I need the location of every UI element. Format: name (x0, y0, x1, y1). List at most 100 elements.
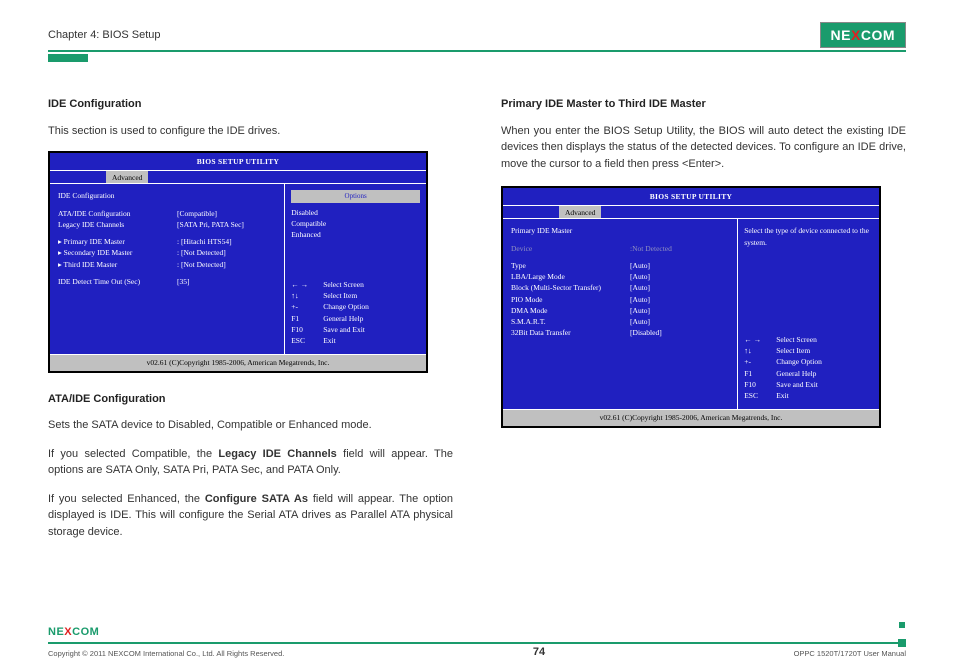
primary-ide-desc: When you enter the BIOS Setup Utility, t… (501, 123, 906, 173)
text: If you selected Enhanced, the (48, 493, 205, 505)
help-text: Select Screen (323, 279, 364, 290)
tab-mark (48, 54, 88, 62)
bios-row-label: Block (Multi-Sector Transfer) (511, 282, 630, 293)
help-key: ← → (291, 279, 317, 290)
bios-help: ← → Select Screen ↑↓ Select Item +- Change … (738, 328, 879, 410)
bios-row-label: DMA Mode (511, 305, 630, 316)
bios-row-value: [Auto] (630, 316, 729, 327)
bios-row-label: ATA/IDE Configuration (58, 208, 177, 219)
logo-text-right: COM (72, 626, 99, 638)
right-column: Primary IDE Master to Third IDE Master W… (501, 96, 906, 552)
bios-row-value: [35] (177, 276, 276, 287)
copyright: Copyright © 2011 NEXCOM International Co… (48, 649, 284, 658)
help-key: ↑↓ (291, 290, 317, 301)
chapter-label: Chapter 4: BIOS Setup (48, 29, 161, 41)
help-text: General Help (776, 368, 816, 379)
help-text: Change Option (776, 356, 822, 367)
bios-row-label: IDE Detect Time Out (Sec) (58, 276, 177, 287)
bios-row-value: [Auto] (630, 271, 729, 282)
bios-row-value: [Disabled] (630, 327, 729, 338)
bios-row-value: : [Hitachi HTS54] (177, 236, 276, 247)
bios-row-value: [Compatible] (177, 208, 276, 219)
help-text: Exit (323, 335, 336, 346)
bios-row-value: [Auto] (630, 305, 729, 316)
logo-text-left: NE (48, 626, 64, 638)
help-key: F1 (291, 313, 317, 324)
page-footer: NEXCOM Copyright © 2011 NEXCOM Internati… (48, 626, 906, 658)
bios-row-value: : [Not Detected] (177, 259, 276, 270)
help-text: Select Screen (776, 334, 817, 345)
bios-left-panel: Primary IDE Master Device:Not Detected T… (503, 219, 738, 409)
bios-tabs: Advanced (50, 170, 426, 184)
help-text: General Help (323, 313, 363, 324)
help-key: ESC (744, 390, 770, 401)
help-text: Select Item (323, 290, 357, 301)
bios-row-label: ▸ Primary IDE Master (58, 236, 177, 247)
bios-row-value: [SATA Pri, PATA Sec] (177, 219, 276, 230)
footer-logo: NEXCOM (48, 626, 906, 638)
help-key: F10 (291, 324, 317, 335)
bios-footer: v02.61 (C)Copyright 1985-2006, American … (50, 354, 426, 370)
bios-row-label: ▸ Third IDE Master (58, 259, 177, 270)
bios-row-label: PIO Mode (511, 294, 630, 305)
bios-left-panel: IDE Configuration ATA/IDE Configuration[… (50, 184, 285, 354)
logo-x: X (64, 626, 72, 638)
bios-footer: v02.61 (C)Copyright 1985-2006, American … (503, 409, 879, 425)
bios-option: Enhanced (291, 229, 420, 240)
bios-row-value: [Auto] (630, 294, 729, 305)
bios-row-label: LBA/Large Mode (511, 271, 630, 282)
bios-row-label: 32Bit Data Transfer (511, 327, 630, 338)
bios-help-text: Select the type of device connected to t… (738, 219, 879, 254)
primary-ide-heading: Primary IDE Master to Third IDE Master (501, 96, 906, 113)
help-text: Exit (776, 390, 789, 401)
ide-config-desc: This section is used to configure the ID… (48, 123, 453, 140)
bios-option: Compatible (291, 218, 420, 229)
help-key: ↑↓ (744, 345, 770, 356)
logo-text-left: NE (831, 27, 851, 43)
bios-row-label: Legacy IDE Channels (58, 219, 177, 230)
logo-x: X (851, 27, 861, 43)
ide-config-heading: IDE Configuration (48, 96, 453, 113)
text: If you selected Compatible, the (48, 448, 218, 460)
bios-device-label: Device (511, 243, 630, 254)
logo: NEXCOM (820, 22, 906, 48)
bios-title: BIOS SETUP UTILITY (50, 153, 426, 170)
page-number: 74 (533, 646, 545, 658)
help-key: +- (744, 356, 770, 367)
bios-section: IDE Configuration (58, 190, 276, 201)
bios-screen-primary: BIOS SETUP UTILITY Advanced Primary IDE … (501, 186, 881, 428)
help-key: ESC (291, 335, 317, 346)
header-rule (48, 50, 906, 52)
bios-row-value: : [Not Detected] (177, 247, 276, 258)
bios-row-value: [Auto] (630, 260, 729, 271)
logo-text-right: COM (861, 27, 895, 43)
help-key: F1 (744, 368, 770, 379)
bios-option: Disabled (291, 207, 420, 218)
configure-sata-bold: Configure SATA As (205, 493, 308, 505)
corner-decoration (898, 616, 906, 652)
bios-row-value: [Auto] (630, 282, 729, 293)
bios-options-title: Options (291, 190, 420, 203)
help-text: Save and Exit (776, 379, 818, 390)
manual-name: OPPC 1520T/1720T User Manual (794, 649, 906, 658)
bios-title: BIOS SETUP UTILITY (503, 188, 879, 205)
bios-tab-advanced: Advanced (106, 171, 148, 183)
help-text: Save and Exit (323, 324, 365, 335)
help-text: Change Option (323, 301, 369, 312)
bios-row-label: Type (511, 260, 630, 271)
footer-rule (48, 642, 906, 644)
bios-row-label: S.M.A.R.T. (511, 316, 630, 327)
bios-section: Primary IDE Master (511, 225, 729, 236)
enhanced-desc: If you selected Enhanced, the Configure … (48, 491, 453, 541)
bios-options-panel: Options Disabled Compatible Enhanced (285, 184, 426, 246)
bios-device-value: :Not Detected (630, 243, 729, 254)
help-key: +- (291, 301, 317, 312)
help-key: ← → (744, 334, 770, 345)
bios-tab-advanced: Advanced (559, 206, 601, 218)
legacy-ide-bold: Legacy IDE Channels (218, 448, 336, 460)
help-text: Select Item (776, 345, 810, 356)
bios-help: ← → Select Screen ↑↓ Select Item +- Change … (285, 273, 426, 355)
bios-row-label: ▸ Secondary IDE Master (58, 247, 177, 258)
compatible-desc: If you selected Compatible, the Legacy I… (48, 446, 453, 479)
ata-config-desc: Sets the SATA device to Disabled, Compat… (48, 417, 453, 434)
